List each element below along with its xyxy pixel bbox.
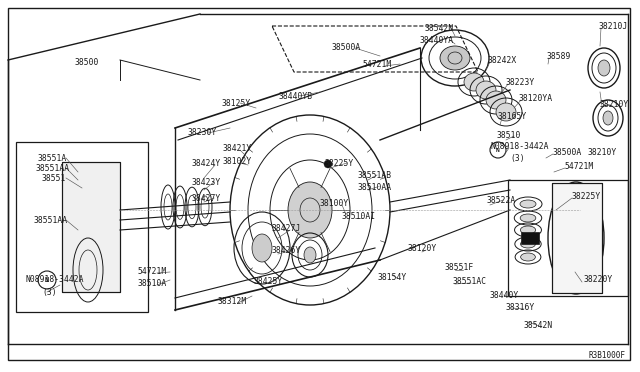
Text: R3B1000F: R3B1000F [589,352,626,360]
Ellipse shape [520,226,536,234]
Text: 38100Y: 38100Y [320,199,349,208]
Ellipse shape [304,247,316,263]
Text: 38551AC: 38551AC [453,278,487,286]
Ellipse shape [520,200,536,208]
Text: N08918-3442A: N08918-3442A [491,141,550,151]
Text: 38120YA: 38120YA [519,93,553,103]
Text: 38500A: 38500A [332,42,361,51]
Text: 38230Y: 38230Y [188,128,217,137]
Text: 38210Y: 38210Y [588,148,617,157]
Text: N08918-3442A: N08918-3442A [25,276,83,285]
Bar [62,162,120,292]
Ellipse shape [252,234,272,262]
Text: (3): (3) [42,288,56,296]
Text: 38120Y: 38120Y [408,244,437,253]
Text: 38510AA: 38510AA [358,183,392,192]
Text: 38510: 38510 [497,131,522,140]
Text: (3): (3) [510,154,525,163]
Text: 38225Y: 38225Y [572,192,601,201]
Text: 38551AA: 38551AA [36,164,70,173]
Ellipse shape [288,182,332,238]
Ellipse shape [476,81,496,99]
Text: 38426Y: 38426Y [272,246,301,254]
Text: 38542N: 38542N [425,23,454,32]
Ellipse shape [80,196,100,256]
Ellipse shape [520,253,535,261]
Text: 38510AI: 38510AI [342,212,376,221]
Text: 38421Y: 38421Y [223,144,252,153]
Text: 38210J: 38210J [599,22,628,31]
Text: 38223Y: 38223Y [506,77,535,87]
Ellipse shape [520,240,536,248]
Text: 54721M: 54721M [565,161,595,170]
Ellipse shape [486,91,506,109]
Text: 38551: 38551 [42,173,67,183]
Text: 38510A: 38510A [138,279,167,288]
Text: 38542N: 38542N [524,321,553,330]
Text: 38440YA: 38440YA [420,35,454,45]
Ellipse shape [598,60,610,76]
Ellipse shape [440,46,470,70]
Text: 38551AA: 38551AA [34,215,68,224]
Text: 38500: 38500 [75,58,99,67]
Bar [552,183,602,293]
Bar [62,162,120,292]
Text: 38425Y: 38425Y [254,276,284,285]
Bar [552,183,602,293]
Text: 38242X: 38242X [488,55,517,64]
Text: 38154Y: 38154Y [378,273,407,282]
Circle shape [324,160,332,168]
Ellipse shape [520,214,536,222]
Text: 38220Y: 38220Y [584,276,613,285]
Text: 38427Y: 38427Y [192,193,221,202]
Text: 38165Y: 38165Y [498,112,527,121]
Text: 38125Y: 38125Y [222,99,252,108]
Text: 38500A: 38500A [553,148,582,157]
Text: 38423Y: 38423Y [192,177,221,186]
Text: 38424Y: 38424Y [192,158,221,167]
Text: 38589: 38589 [547,51,572,61]
Text: 38427J: 38427J [272,224,301,232]
Ellipse shape [464,73,484,91]
Bar [16,142,148,312]
Text: 54721M: 54721M [363,60,392,68]
Text: 38316Y: 38316Y [506,302,535,311]
Text: 38225Y: 38225Y [325,158,355,167]
Text: N: N [496,148,500,153]
Ellipse shape [603,111,613,125]
Text: 38522A: 38522A [487,196,516,205]
Bar [521,232,539,244]
Text: 38551A: 38551A [38,154,67,163]
Text: 38440Y: 38440Y [490,291,519,299]
Text: 38102Y: 38102Y [223,157,252,166]
Text: N: N [45,277,49,283]
Text: 54721M: 54721M [138,266,167,276]
Text: 38551F: 38551F [445,263,474,273]
Text: 38210Y: 38210Y [600,99,629,109]
Text: 38312M: 38312M [218,298,247,307]
Text: 38440YB: 38440YB [279,92,313,100]
Bar [508,180,628,296]
Ellipse shape [496,103,516,121]
Ellipse shape [564,214,588,262]
Text: 38551AB: 38551AB [358,170,392,180]
